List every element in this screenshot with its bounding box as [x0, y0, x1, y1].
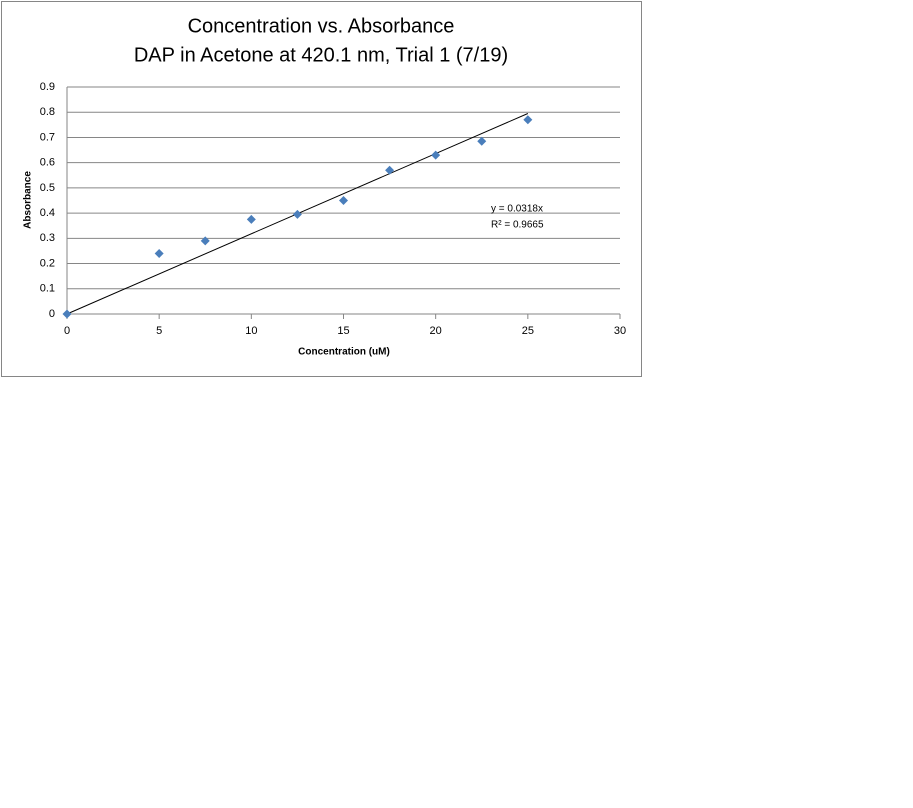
data-point	[385, 165, 395, 175]
data-point	[154, 248, 164, 258]
x-tick-label: 20	[430, 325, 442, 337]
trendline-r-squared: R² = 0.9665	[491, 220, 544, 231]
data-point	[339, 196, 348, 205]
data-point	[292, 209, 302, 219]
y-tick-label: 0.4	[40, 207, 55, 219]
y-tick-label: 0	[49, 308, 55, 320]
data-point	[477, 136, 487, 146]
x-tick-label: 0	[64, 325, 70, 337]
y-tick-label: 0.5	[40, 182, 55, 194]
y-axis-title: Absorbance	[23, 171, 34, 229]
chart-title: Concentration vs. Absorbance	[188, 15, 455, 37]
data-point	[431, 150, 441, 160]
y-tick-label: 0.9	[40, 81, 55, 93]
y-tick-label: 0.6	[40, 157, 55, 169]
x-axis-title: Concentration (uM)	[298, 347, 390, 358]
y-tick-label: 0.8	[40, 106, 55, 118]
y-tick-label: 0.7	[40, 131, 55, 143]
y-tick-label: 0.3	[40, 232, 55, 244]
y-tick-label: 0.2	[40, 257, 55, 269]
x-tick-label: 10	[245, 325, 257, 337]
chart-subtitle: DAP in Acetone at 420.1 nm, Trial 1 (7/1…	[134, 44, 508, 66]
data-point	[62, 309, 72, 319]
x-tick-label: 30	[614, 325, 626, 337]
data-point	[523, 115, 533, 125]
x-tick-label: 25	[522, 325, 534, 337]
data-point	[246, 214, 256, 224]
x-tick-label: 5	[156, 325, 162, 337]
y-tick-label: 0.1	[40, 283, 55, 295]
trendline-equation: y = 0.0318x	[491, 204, 543, 215]
data-point	[200, 236, 210, 246]
x-tick-label: 15	[337, 325, 349, 337]
